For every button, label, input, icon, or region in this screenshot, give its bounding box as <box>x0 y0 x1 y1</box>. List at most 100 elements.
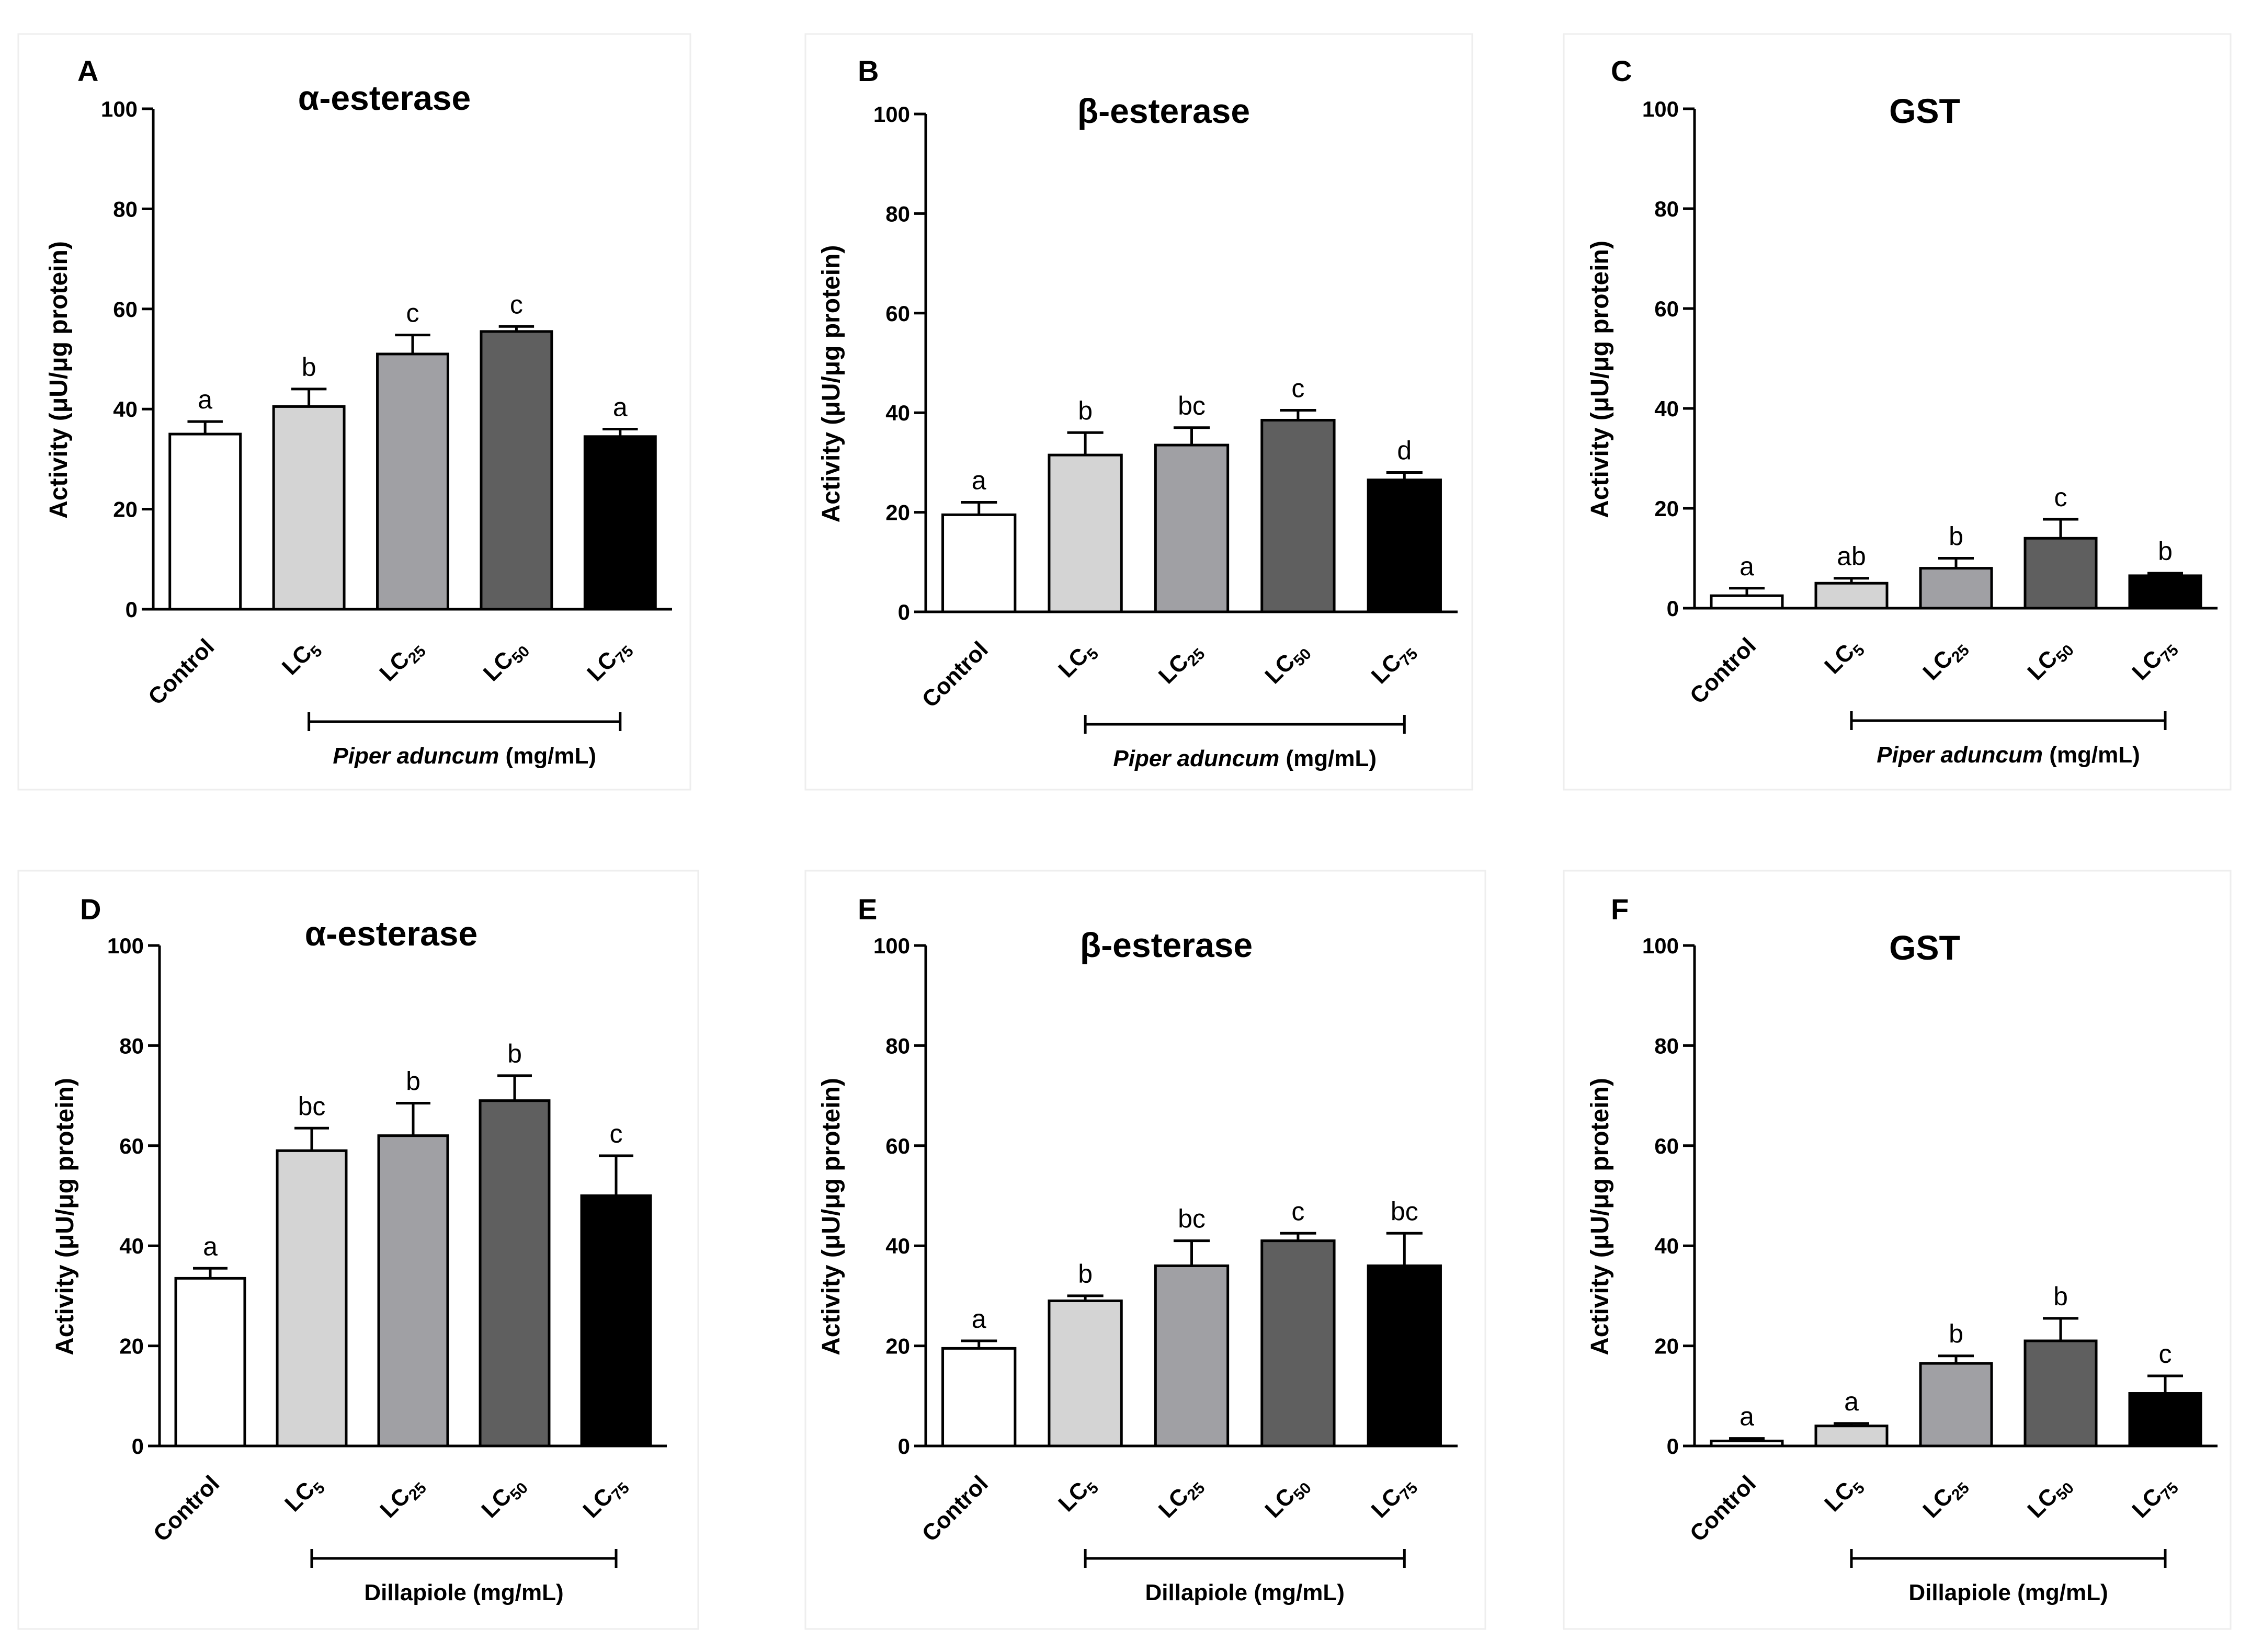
significance-letter: b <box>1078 1259 1093 1289</box>
bar-control <box>168 432 242 611</box>
bar-lc5 <box>1048 453 1123 613</box>
treatment-unit: (mg/mL) <box>2011 1580 2108 1605</box>
panel-frame <box>1563 870 2232 1630</box>
bar-lc5 <box>1814 582 1889 610</box>
x-tick-label: LC75 <box>1367 1471 1422 1525</box>
y-tick-label: 40 <box>885 401 910 425</box>
x-tick-label-base: Control <box>917 1471 993 1546</box>
y-tick-label: 80 <box>885 201 910 226</box>
x-tick-label: LC5 <box>1820 1471 1868 1519</box>
treatment-name: Dillapiole <box>364 1580 467 1605</box>
y-tick-label: 60 <box>885 301 910 326</box>
panel-a: Aα-esterase 0 20 40 60 80 100 Activity (μU/μg p… <box>17 33 691 791</box>
y-tick-label: 0 <box>1667 1434 1679 1459</box>
treatment-label: Dillapiole (mg/mL) <box>1145 1580 1345 1605</box>
significance-letter: c <box>1291 373 1304 403</box>
bar-lc5 <box>276 1149 348 1448</box>
significance-letter: d <box>1397 436 1412 465</box>
y-tick-label: 60 <box>113 297 138 322</box>
y-tick-label: 100 <box>873 102 910 127</box>
chart-title: α-esterase <box>305 914 478 953</box>
y-tick-label: 60 <box>885 1134 910 1158</box>
treatment-name: Dillapiole <box>1145 1580 1248 1605</box>
y-axis-label: Activity (μU/μg protein) <box>51 1078 79 1355</box>
bar-lc5 <box>1048 1299 1123 1448</box>
y-tick-label: 20 <box>885 1334 910 1359</box>
significance-letter: c <box>510 290 523 319</box>
y-tick-label: 100 <box>107 933 144 958</box>
significance-letter: b <box>406 1066 420 1096</box>
x-tick-label: Control <box>143 634 219 710</box>
bar-lc75 <box>580 1194 652 1448</box>
x-tick-label: Control <box>1685 1471 1761 1546</box>
bar-control <box>941 1347 1017 1448</box>
bar-lc25 <box>1154 1264 1230 1448</box>
x-tick-label: LC5 <box>1053 1471 1102 1519</box>
x-tick-label: LC75 <box>578 1471 633 1525</box>
bar-lc5 <box>1814 1425 1889 1448</box>
significance-letter: bc <box>298 1091 326 1121</box>
chart-title: β-esterase <box>1077 92 1250 130</box>
y-tick-label: 100 <box>101 97 138 121</box>
y-axis-label: Activity (μU/μg protein) <box>817 1078 845 1355</box>
chart-title: α-esterase <box>298 78 471 117</box>
x-tick-label: LC5 <box>280 1471 328 1519</box>
significance-letter: a <box>198 385 212 414</box>
x-tick-label-base: Control <box>1685 633 1761 709</box>
y-tick-label: 40 <box>885 1234 910 1258</box>
panel-frame <box>804 870 1486 1630</box>
panel-frame <box>1563 33 2232 791</box>
significance-letter: b <box>1949 1319 1963 1349</box>
y-tick-label: 20 <box>1654 496 1679 521</box>
panel-letter: F <box>1611 893 1629 926</box>
x-tick-label: LC5 <box>1053 636 1102 685</box>
bar-lc50 <box>480 330 553 611</box>
panel-letter: C <box>1611 54 1632 87</box>
x-tick-label: LC50 <box>2022 1471 2077 1525</box>
bar-lc25 <box>1919 1362 1993 1448</box>
y-tick-label: 20 <box>119 1334 144 1359</box>
y-tick-label: 0 <box>132 1434 144 1459</box>
treatment-name: Piper aduncum <box>333 743 499 769</box>
y-tick-label: 80 <box>119 1033 144 1058</box>
panel-letter: D <box>80 893 101 926</box>
y-tick-label: 100 <box>1642 933 1679 958</box>
y-tick-label: 20 <box>113 497 138 522</box>
treatment-name: Piper aduncum <box>1877 742 2043 768</box>
treatment-label: Piper aduncum (mg/mL) <box>1877 742 2140 768</box>
significance-letter: c <box>406 299 419 328</box>
bar-lc50 <box>1260 418 1336 613</box>
x-tick-label: Control <box>1685 633 1761 709</box>
treatment-unit: (mg/mL) <box>467 1580 564 1605</box>
treatment-name: Piper aduncum <box>1113 746 1279 771</box>
bar-lc50 <box>2023 1339 2098 1448</box>
y-tick-label: 60 <box>1654 1134 1679 1158</box>
bar-lc50 <box>479 1099 551 1448</box>
x-tick-label: LC5 <box>1820 633 1868 681</box>
y-tick-label: 100 <box>873 933 910 958</box>
chart-title: β-esterase <box>1080 926 1253 964</box>
significance-letter: c <box>2159 1339 2172 1369</box>
y-tick-label: 0 <box>126 597 138 622</box>
significance-letter: a <box>1740 1402 1754 1431</box>
y-tick-label: 0 <box>898 600 910 624</box>
x-tick-label: Control <box>149 1471 224 1546</box>
significance-letter: a <box>1844 1387 1859 1416</box>
bar-lc25 <box>1919 567 1993 610</box>
y-axis-label: Activity (μU/μg protein) <box>45 241 73 519</box>
x-tick-label: LC25 <box>375 1471 430 1525</box>
x-tick-label: LC75 <box>1367 636 1422 691</box>
y-axis-label: Activity (μU/μg protein) <box>1586 241 1614 518</box>
panel-letter: B <box>858 54 879 87</box>
treatment-label: Piper aduncum (mg/mL) <box>1113 746 1377 771</box>
panel-c: C GST 0 20 40 60 80 100 Activity (μU/μg protein)… <box>1563 33 2232 791</box>
significance-letter: b <box>2053 1282 2068 1311</box>
bar-control <box>174 1277 246 1448</box>
x-tick-label: LC50 <box>1260 1471 1315 1525</box>
x-tick-label-base: Control <box>143 634 219 710</box>
significance-letter: a <box>1740 552 1754 581</box>
y-tick-label: 80 <box>113 197 138 221</box>
y-tick-label: 80 <box>1654 197 1679 221</box>
significance-letter: c <box>610 1119 623 1148</box>
